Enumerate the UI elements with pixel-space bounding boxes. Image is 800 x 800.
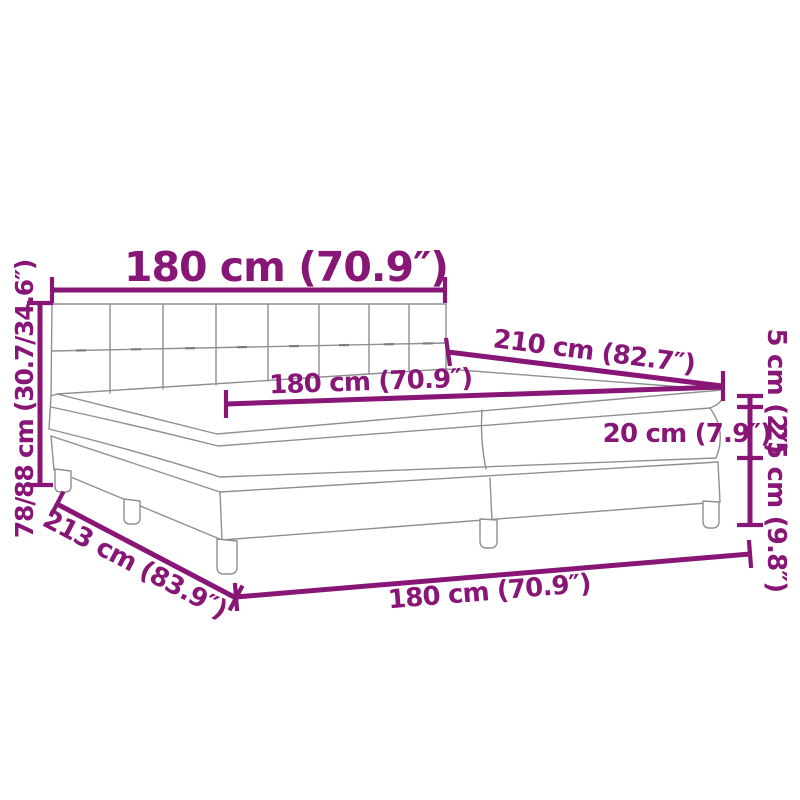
bed-line-art — [48, 303, 724, 575]
dim-mattress-width: 180 cm (70.9″) — [223, 363, 723, 418]
base — [50, 435, 721, 541]
mattress-top-surface — [56, 368, 723, 435]
leg-mid-left — [123, 498, 141, 525]
leg-foot-left — [216, 538, 238, 575]
headboard-seam-horizontal — [51, 342, 447, 352]
dim-label-topper-height: 5 cm (2″) — [761, 329, 791, 454]
leg-front-middle — [479, 518, 498, 549]
leg-front-right — [702, 500, 720, 529]
dim-label-mattress-width: 180 cm (70.9″) — [269, 363, 473, 400]
dim-headboard-height: 78/88 cm (30.7/34.6″) — [10, 260, 53, 538]
topper-right-cap — [709, 390, 724, 409]
base-bottom-edge — [53, 469, 721, 541]
topper-bottom-edge — [50, 406, 711, 447]
mattress-right-cap — [709, 407, 722, 459]
mattress-left-edge — [48, 395, 52, 430]
dim-height-stack: 5 cm (2″) 20 cm (7.9″) 25 cm (9.8″) — [603, 329, 791, 593]
dim-label-base-height: 25 cm (9.8″) — [761, 424, 791, 593]
leg-head-left — [54, 468, 72, 493]
headboard-stitches — [75, 342, 434, 352]
base-head-left-edge — [50, 435, 55, 471]
legs — [54, 468, 720, 575]
dim-label-mattress-height: 20 cm (7.9″) — [603, 419, 772, 449]
dim-label-headboard-width: 180 cm (70.9″) — [124, 243, 448, 291]
base-right-cap-edge — [717, 461, 721, 503]
base-foot-left-edge — [219, 491, 223, 541]
headboard-outline — [50, 303, 447, 397]
dimension-annotations: 180 cm (70.9″) 78/88 cm (30.7/34.6″) 210… — [10, 243, 791, 625]
headboard — [50, 303, 447, 397]
dim-label-headboard-height: 78/88 cm (30.7/34.6″) — [10, 260, 39, 538]
mattress-split-seam — [480, 409, 487, 470]
mattress — [48, 368, 724, 478]
dim-headboard-width: 180 cm (70.9″) — [49, 243, 449, 303]
base-split-seam — [489, 477, 493, 522]
mattress-bottom-edge — [48, 428, 717, 478]
dim-base-width: 180 cm (70.9″) — [232, 539, 754, 615]
